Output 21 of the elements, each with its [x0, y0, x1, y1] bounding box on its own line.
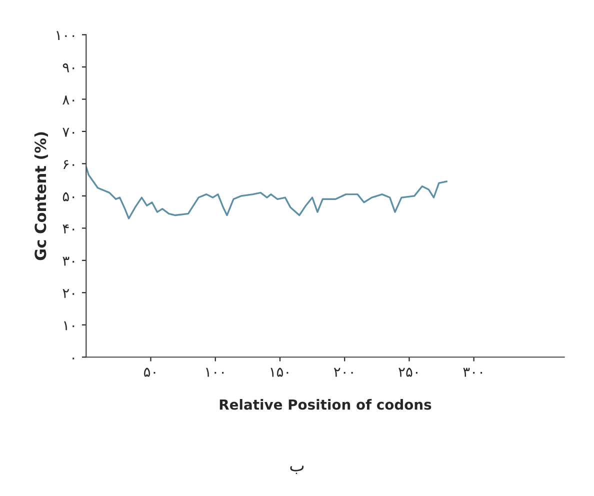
y-tick-label: ۲۰: [62, 289, 74, 298]
x-axis-title: Relative Position of codons: [220, 399, 432, 410]
x-tick-label: ۵۰: [144, 368, 156, 377]
y-tick-label: ۱۰: [64, 321, 74, 330]
y-tick-label: ۸۰: [62, 96, 74, 104]
y-tick-label: ۹۰: [62, 63, 74, 72]
line-series: [86, 166, 448, 220]
y-tick-label: ۷۰: [62, 128, 74, 137]
y-tick-label: ۱۰۰: [56, 31, 74, 40]
x-tick-label: ۲۵۰: [398, 368, 418, 377]
y-tick-label: ۶۰: [64, 160, 74, 169]
text: ب: [290, 466, 304, 474]
x-tick-label: ۱۵۰: [270, 368, 288, 377]
y-axis-title: Gc Content (%): [34, 132, 48, 260]
y-tick-label: ۳۰: [62, 256, 74, 266]
x-tick-label: ۱۰۰: [206, 368, 224, 377]
x-tick-label: ۳۰۰: [463, 368, 482, 377]
y-tick-label: ۵۰: [62, 192, 74, 202]
x-tick-label: ۲۰۰: [334, 368, 353, 377]
y-tick-label: ۰: [72, 358, 74, 360]
y-tick-label: ۴۰: [62, 224, 74, 234]
